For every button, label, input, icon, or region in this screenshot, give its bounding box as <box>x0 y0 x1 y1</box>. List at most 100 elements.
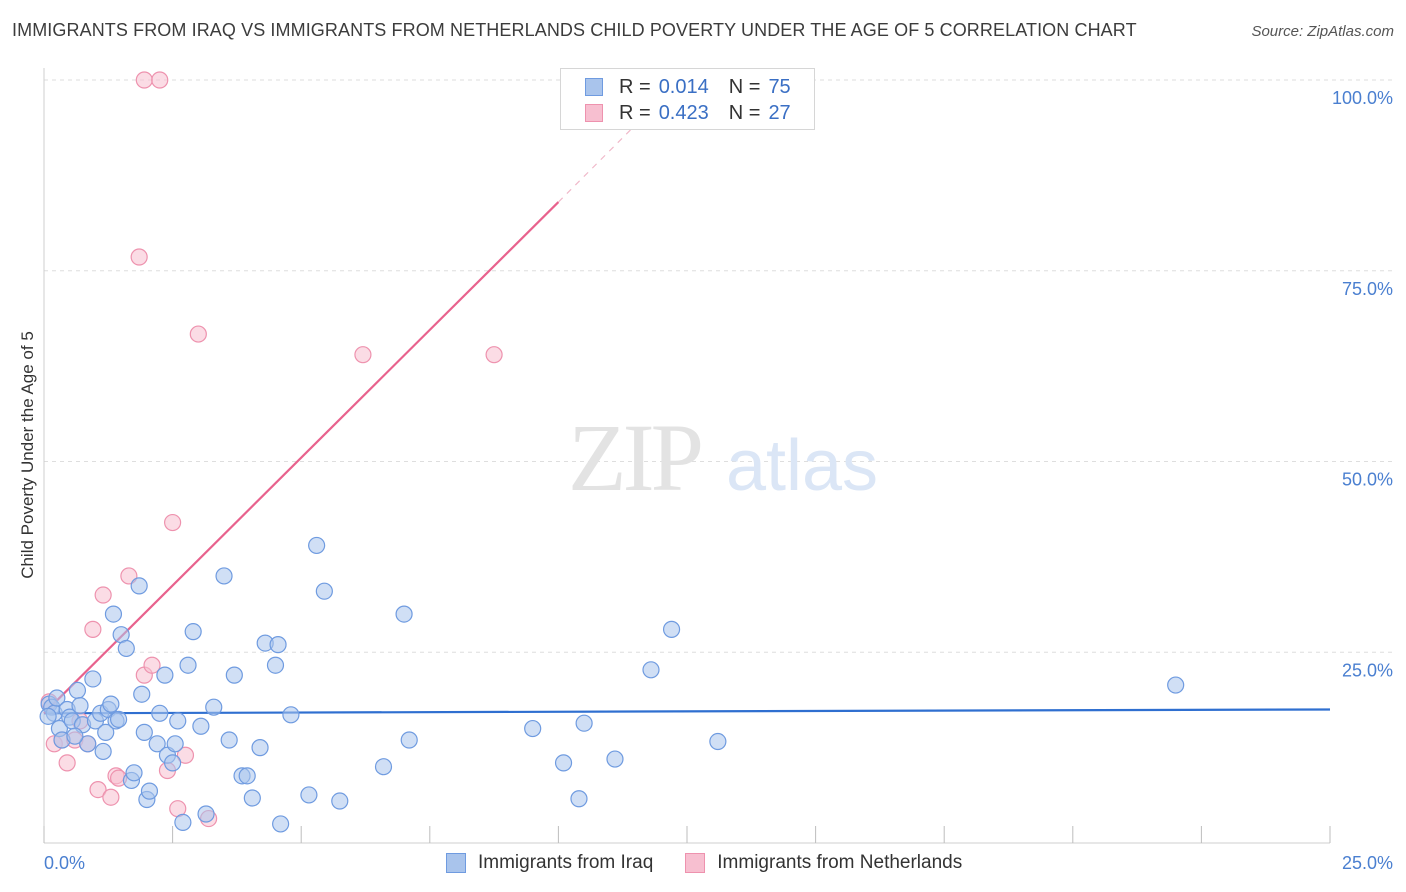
legend-r-label: R = <box>619 75 651 98</box>
iraq-point <box>570 790 588 808</box>
iraq-point <box>243 789 261 807</box>
iraq-point <box>84 670 102 688</box>
legend-n-label: N = <box>728 75 761 98</box>
iraq-legend-swatch <box>446 853 466 873</box>
y-tick-labels: 25.0% 50.0% 75.0% 100.0% <box>1332 88 1393 680</box>
iraq-point <box>300 786 318 804</box>
netherlands-point <box>189 325 207 343</box>
iraq-point <box>117 639 135 658</box>
netherlands-legend-swatch <box>685 853 706 873</box>
iraq-point <box>205 698 223 716</box>
iraq-point <box>225 666 243 684</box>
x-tick-label: 0.0% <box>44 853 85 873</box>
iraq-point <box>179 656 197 674</box>
x-tick-labels: 0.0% 25.0% <box>44 853 1393 873</box>
iraq-point <box>71 697 89 715</box>
iraq-point <box>197 805 215 823</box>
netherlands-point <box>151 71 169 89</box>
iraq-point <box>251 739 269 757</box>
iraq-point <box>151 704 169 722</box>
legend-n-value-iraq: 75 <box>768 75 791 98</box>
iraq-point <box>184 623 202 641</box>
iraq-point <box>156 666 174 684</box>
iraq-point <box>215 567 233 585</box>
iraq-point <box>308 536 326 555</box>
iraq-point <box>140 782 159 800</box>
iraq-point <box>109 710 128 728</box>
iraq-point <box>39 707 57 725</box>
iraq-point <box>133 685 151 703</box>
iraq-point <box>148 735 166 753</box>
iraq-point <box>79 735 97 753</box>
iraq-point <box>48 689 66 707</box>
netherlands-point <box>135 71 153 89</box>
netherlands-point <box>354 346 372 364</box>
watermark: ZIP atlas <box>568 404 878 511</box>
iraq-point <box>315 582 333 600</box>
iraq-legend-label: Immigrants from Iraq <box>478 852 654 873</box>
iraq-point <box>266 656 285 674</box>
y-axis-label: Child Poverty Under the Age of 5 <box>18 331 37 579</box>
iraq-point <box>1167 676 1185 694</box>
iraq-point <box>104 605 123 623</box>
source-label: Source: ZipAtlas.com <box>1251 23 1394 40</box>
iraq-point <box>662 620 681 638</box>
netherlands-point <box>143 656 161 674</box>
iraq-point <box>102 695 120 713</box>
legend-n-label: N = <box>728 101 761 124</box>
y-tick-label: 100.0% <box>1332 88 1393 108</box>
netherlands-point <box>130 248 148 266</box>
iraq-point <box>135 723 153 741</box>
iraq-point <box>192 717 210 735</box>
netherlands-trend-line <box>43 201 560 715</box>
watermark-atlas: atlas <box>726 426 878 506</box>
iraq-point <box>606 750 624 768</box>
iraq-point <box>130 577 148 595</box>
watermark-zip: ZIP <box>568 404 701 511</box>
y-tick-label: 25.0% <box>1342 660 1393 680</box>
iraq-point <box>331 792 349 810</box>
netherlands-point <box>164 513 182 532</box>
iraq-point <box>166 735 184 753</box>
iraq-point <box>374 758 393 776</box>
iraq-point <box>66 727 84 745</box>
x-tick-label: 25.0% <box>1342 853 1393 873</box>
iraq-trend-line <box>43 708 1331 715</box>
iraq-point <box>97 723 115 741</box>
iraq-point <box>174 813 192 831</box>
netherlands-point <box>176 746 195 764</box>
iraq-points <box>39 536 1185 833</box>
netherlands-point <box>102 788 120 806</box>
netherlands-point <box>120 567 138 585</box>
iraq-point <box>125 764 143 782</box>
netherlands-point <box>84 620 102 638</box>
iraq-point <box>524 719 542 738</box>
iraq-point <box>238 767 256 785</box>
iraq-point <box>709 732 727 751</box>
iraq-point <box>68 681 87 700</box>
correlation-legend: R = 0.014 N = 75 R = 0.423 N = 27 <box>560 68 815 130</box>
netherlands-point <box>58 754 76 772</box>
netherlands-legend-label: Immigrants from Netherlands <box>717 852 963 873</box>
iraq-point <box>554 754 573 772</box>
legend-r-value-iraq: 0.014 <box>658 75 709 98</box>
iraq-point <box>575 714 593 732</box>
legend-n-value-netherlands: 27 <box>768 101 791 124</box>
iraq-point <box>282 706 300 724</box>
iraq-swatch <box>585 78 603 96</box>
iraq-point <box>169 712 187 730</box>
chart-title: IMMIGRANTS FROM IRAQ VS IMMIGRANTS FROM … <box>12 20 1137 40</box>
iraq-point <box>642 661 660 679</box>
iraq-point <box>94 742 112 761</box>
iraq-point <box>164 754 182 772</box>
y-tick-label: 50.0% <box>1342 470 1393 490</box>
grid-lines <box>44 79 1392 653</box>
legend-r-label: R = <box>619 101 651 124</box>
y-tick-label: 75.0% <box>1342 279 1393 299</box>
iraq-point <box>272 815 290 833</box>
legend-row-netherlands: R = 0.423 N = 27 <box>585 100 791 126</box>
iraq-point <box>269 636 287 654</box>
legend-row-iraq: R = 0.014 N = 75 <box>585 74 791 100</box>
netherlands-point <box>94 586 112 604</box>
